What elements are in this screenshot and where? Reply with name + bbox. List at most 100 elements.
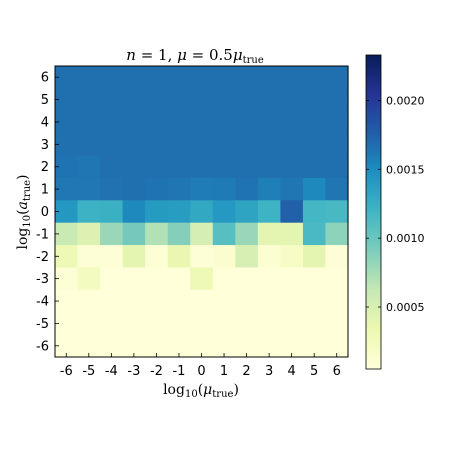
- heatmap-cell: [190, 88, 214, 112]
- x-axis-label: log10(μtrue): [163, 382, 239, 400]
- heatmap-cell: [122, 66, 146, 89]
- heatmap-cell: [167, 267, 191, 291]
- heatmap-cell: [122, 267, 146, 291]
- heatmap-cell: [302, 66, 327, 89]
- title-mu2: μ: [233, 46, 243, 64]
- heatmap-cell: [100, 222, 124, 246]
- heatmap-cell: [212, 267, 236, 291]
- heatmap-cell: [77, 222, 101, 246]
- heatmap-cell: [167, 88, 191, 112]
- heatmap-cell: [100, 88, 124, 112]
- heatmap-cell: [190, 66, 214, 89]
- heatmap-cell: [167, 200, 191, 224]
- heatmap-cell: [190, 245, 214, 269]
- heatmap-cell: [55, 66, 79, 89]
- heatmap-cell: [55, 267, 79, 291]
- heatmap-cell: [77, 200, 101, 224]
- heatmap-cell: [257, 200, 281, 224]
- xlabel-sub: true: [212, 389, 233, 400]
- heatmap-cell: [77, 267, 101, 291]
- heatmap-cell: [167, 312, 191, 336]
- heatmap-cell: [280, 133, 304, 157]
- heatmap-cell: [77, 245, 101, 269]
- heatmap-cell: [100, 289, 124, 313]
- heatmap-cell: [280, 334, 304, 358]
- heatmap-cell: [235, 177, 259, 201]
- ylabel-log: log: [15, 228, 31, 250]
- heatmap-cell: [190, 312, 214, 336]
- x-tick-label: -1: [172, 364, 185, 379]
- heatmap-cell: [257, 66, 281, 89]
- heatmap-cell: [55, 88, 79, 112]
- heatmap-cell: [325, 110, 349, 134]
- y-axis-ticks: 6 5 4 3 2 1 0 -1 -2 -3 -4 -5 -6: [36, 71, 59, 354]
- heatmap-cell: [325, 222, 349, 246]
- heatmap-cell: [302, 289, 327, 313]
- heatmap-cell: [257, 267, 281, 291]
- heatmap-cell: [235, 66, 259, 89]
- x-tick-label: 5: [310, 364, 318, 379]
- heatmap-cell: [55, 133, 79, 157]
- heatmap-cell: [212, 66, 236, 89]
- heatmap-cell: [122, 133, 146, 157]
- heatmap-cell: [302, 155, 327, 179]
- heatmap-cell: [280, 245, 304, 269]
- y-tick-label: 6: [41, 71, 49, 86]
- heatmap-cell: [235, 155, 259, 179]
- heatmap-cell: [235, 334, 259, 358]
- heatmap-cell: [122, 222, 146, 246]
- title-mu: μ: [177, 46, 187, 64]
- heatmap-cell: [302, 245, 327, 269]
- heatmap-cell: [77, 334, 101, 358]
- xlabel-close: ): [233, 382, 238, 398]
- heatmap-cell: [235, 110, 259, 134]
- heatmap-cell: [167, 222, 191, 246]
- heatmap-cell: [100, 334, 124, 358]
- y-tick-label: -5: [36, 317, 49, 332]
- x-tick-label: 1: [220, 364, 228, 379]
- y-tick-label: -6: [36, 339, 49, 354]
- heatmap-cell: [302, 312, 327, 336]
- heatmap-cell: [145, 133, 169, 157]
- heatmap-cell: [325, 66, 349, 89]
- x-tick-label: -2: [150, 364, 163, 379]
- heatmap-cell: [167, 66, 191, 89]
- heatmap-cell: [77, 133, 101, 157]
- heatmap-cell: [325, 267, 349, 291]
- heatmap-cell: [257, 177, 281, 201]
- ylabel-close: ): [15, 174, 31, 179]
- heatmap-cell: [55, 155, 79, 179]
- heatmap-cell: [325, 155, 349, 179]
- heatmap-cell: [77, 312, 101, 336]
- heatmap-cell: [325, 334, 349, 358]
- x-axis-ticks: -6 -5 -4 -3 -2 -1 0 1 2 3 4 5 6: [60, 353, 341, 379]
- title-eq1: = 1,: [136, 46, 177, 64]
- y-tick-label: -3: [36, 272, 49, 287]
- heatmap-cell: [100, 200, 124, 224]
- heatmap-cell: [77, 155, 101, 179]
- heatmap-cell: [77, 88, 101, 112]
- x-tick-label: 3: [265, 364, 273, 379]
- heatmap-cell: [257, 222, 281, 246]
- y-tick-label: 1: [41, 183, 49, 198]
- heatmap-cell: [235, 133, 259, 157]
- heatmap-cell: [100, 155, 124, 179]
- heatmap-cell: [302, 222, 327, 246]
- heatmap-cell: [100, 177, 124, 201]
- heatmap-cell: [235, 267, 259, 291]
- x-tick-label: 6: [333, 364, 341, 379]
- heatmap-cell: [280, 155, 304, 179]
- heatmap-cell: [55, 222, 79, 246]
- heatmap-cell: [77, 177, 101, 201]
- heatmap-cell: [55, 177, 79, 201]
- heatmap-cell: [145, 222, 169, 246]
- heatmap-cell: [325, 245, 349, 269]
- heatmap-cell: [190, 110, 214, 134]
- heatmap-cell: [212, 88, 236, 112]
- heatmap-cell: [145, 200, 169, 224]
- y-tick-label: 3: [41, 138, 49, 153]
- xlabel-var: μ: [203, 382, 212, 398]
- x-tick-label: 2: [242, 364, 250, 379]
- title-eq2: = 0.5: [187, 46, 233, 64]
